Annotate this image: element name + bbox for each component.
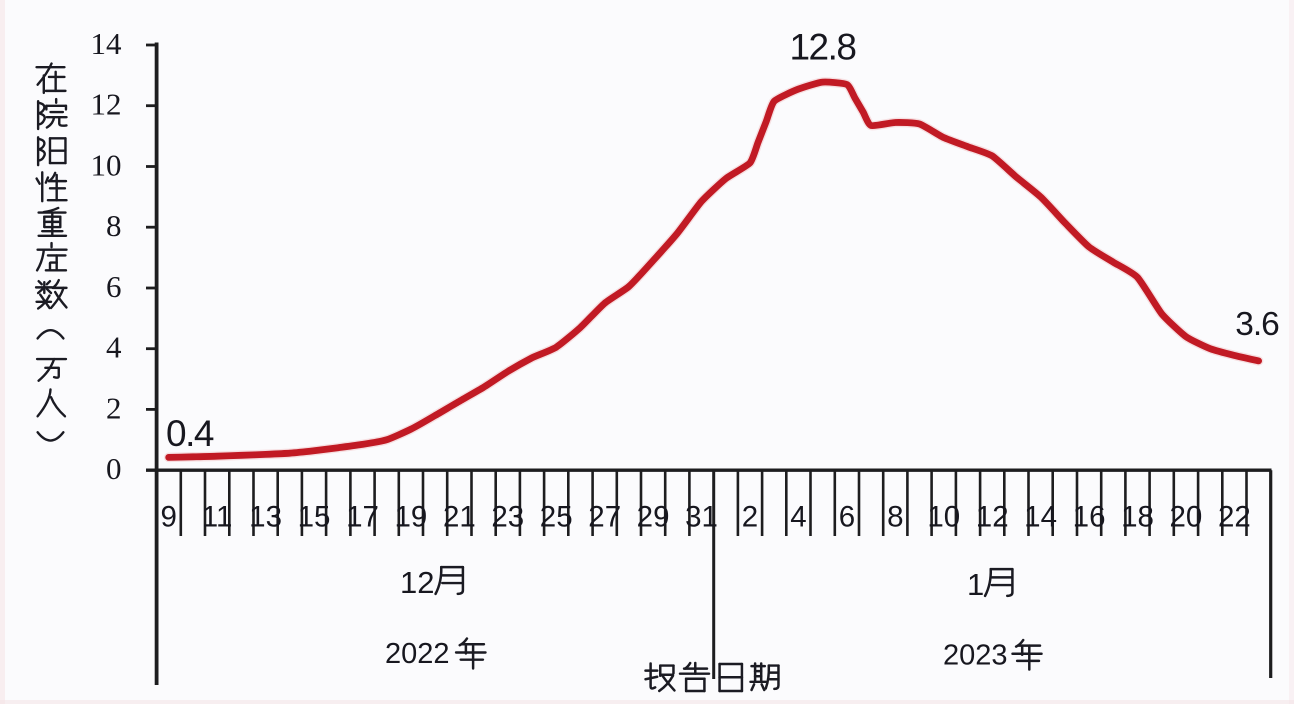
- svg-text:12: 12: [976, 501, 1009, 534]
- svg-text:2: 2: [106, 390, 122, 425]
- svg-text:27: 27: [588, 501, 621, 534]
- svg-text:11: 11: [202, 501, 233, 534]
- svg-text:19: 19: [394, 501, 427, 534]
- svg-text:3.6: 3.6: [1235, 306, 1279, 343]
- svg-text:25: 25: [540, 501, 573, 534]
- svg-text:10: 10: [927, 501, 960, 534]
- svg-text:2023: 2023: [943, 640, 1008, 672]
- svg-text:23: 23: [491, 501, 524, 534]
- svg-text:14: 14: [91, 26, 123, 61]
- svg-text:4: 4: [790, 501, 806, 534]
- svg-text:12: 12: [91, 87, 122, 122]
- svg-text:2: 2: [742, 501, 758, 534]
- svg-text:1: 1: [967, 567, 984, 602]
- svg-text:4: 4: [106, 330, 122, 365]
- svg-text:29: 29: [637, 501, 670, 534]
- svg-text:14: 14: [1024, 501, 1057, 534]
- svg-text:0: 0: [106, 451, 122, 486]
- svg-text:12: 12: [400, 565, 434, 600]
- svg-text:16: 16: [1073, 501, 1106, 534]
- svg-text:18: 18: [1121, 501, 1154, 534]
- svg-text:31: 31: [685, 501, 718, 534]
- svg-text:8: 8: [106, 208, 122, 243]
- svg-text:17: 17: [346, 501, 379, 534]
- svg-text:8: 8: [887, 501, 903, 534]
- svg-text:10: 10: [91, 148, 122, 183]
- svg-text:12.8: 12.8: [789, 27, 855, 68]
- svg-text:20: 20: [1169, 501, 1202, 534]
- svg-text:6: 6: [839, 501, 855, 534]
- svg-text:0.4: 0.4: [166, 413, 214, 454]
- svg-text:2022: 2022: [385, 638, 450, 670]
- svg-text:13: 13: [249, 501, 282, 534]
- svg-text:6: 6: [106, 269, 122, 304]
- svg-text:21: 21: [443, 501, 476, 534]
- svg-text:9: 9: [160, 501, 176, 534]
- svg-text:15: 15: [298, 501, 331, 534]
- svg-text:22: 22: [1218, 501, 1251, 534]
